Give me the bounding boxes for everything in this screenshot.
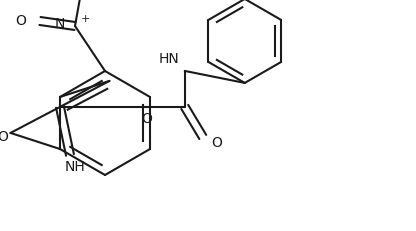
Text: N: N (54, 17, 65, 31)
Text: O: O (0, 130, 8, 144)
Text: O: O (15, 14, 26, 28)
Text: O: O (211, 136, 222, 150)
Text: O: O (141, 112, 152, 126)
Text: NH: NH (64, 160, 85, 174)
Text: HN: HN (159, 52, 180, 66)
Text: +: + (81, 14, 90, 24)
